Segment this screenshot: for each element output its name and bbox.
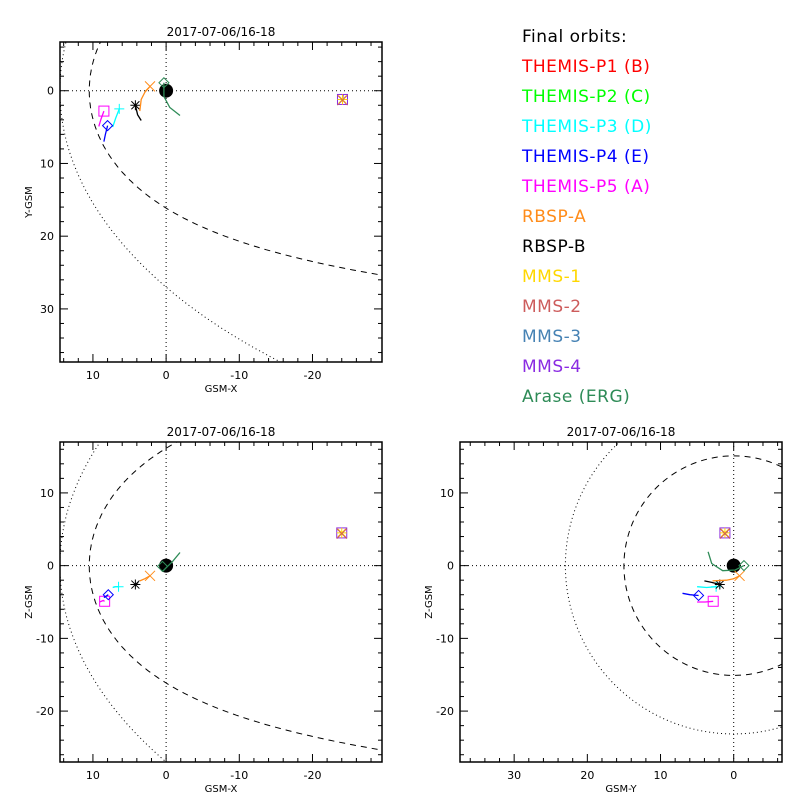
y-tick-label: 10: [40, 487, 54, 500]
x-tick-label: 20: [580, 769, 594, 782]
final-position-mms2: [337, 94, 348, 106]
final-position-mms2: [719, 528, 731, 539]
final-position-rbspa: [734, 570, 745, 582]
orbit-track-rbspb: [134, 105, 142, 121]
y-axis-label: Z-GSM: [424, 585, 435, 618]
x-tick-label: -20: [303, 769, 321, 782]
x-tick-label: 10: [86, 369, 100, 382]
y-tick-label: -10: [36, 632, 54, 645]
final-position-p4: [101, 119, 114, 132]
final-position-mms1: [719, 527, 730, 538]
final-position-rbspb: [130, 100, 141, 111]
legend-item-rbspb: RBSP-B: [522, 237, 587, 257]
x-axis-label: GSM-X: [205, 384, 238, 395]
final-position-arase: [156, 560, 169, 573]
orbit-track-p4: [103, 125, 109, 142]
legend-item-mms4: MMS-4: [522, 357, 582, 377]
y-tick-label: 10: [40, 157, 54, 170]
legend-item-p2: THEMIS-P2 (C): [522, 87, 651, 107]
legend-item-arase: Arase (ERG): [522, 387, 631, 407]
plot-yz-plane: 2017-07-06/16-18 GSM-Y Z-GSM 30 20 10 0 10 0 -…: [424, 425, 783, 795]
orbit-track-p3: [112, 108, 120, 128]
orbit-track-p4: [682, 592, 699, 597]
plot-xz-plane: 2017-07-06/16-18 GSM-X Z-GSM 10 0 -10 -20 10…: [24, 425, 383, 795]
y-tick-label: -20: [36, 705, 54, 718]
orbit-track-rbspa: [712, 575, 740, 582]
orbit-track-arase: [163, 82, 181, 117]
plot-frame: [59, 41, 383, 363]
orbit-track-rbspb: [704, 580, 720, 586]
final-position-mms2: [336, 528, 348, 539]
orbit-track-p5: [98, 110, 105, 127]
y-tick-label: -10: [436, 632, 454, 645]
final-position-p4: [692, 589, 705, 602]
legend-item-mms1: MMS-1: [522, 267, 582, 287]
y-tick-label: 30: [40, 303, 54, 316]
y-tick-label: 0: [47, 560, 54, 573]
x-tick-label: 0: [163, 369, 170, 382]
plot-area: [60, 42, 382, 362]
x-tick-label: 10: [654, 769, 668, 782]
y-tick-label: -20: [436, 705, 454, 718]
orbit-track-p5: [697, 600, 714, 603]
orbit-track-p5: [99, 599, 105, 603]
magnetopause-boundary: [88, 42, 382, 276]
legend-title: Final orbits:: [522, 27, 628, 47]
y-tick-label: 0: [447, 560, 454, 573]
final-position-rbspa: [144, 570, 156, 582]
final-position-p5: [98, 105, 110, 117]
legend-item-mms2: MMS-2: [522, 297, 582, 317]
legend-item-p5: THEMIS-P5 (A): [522, 177, 651, 197]
final-position-arase: [738, 559, 750, 572]
x-axis-label: GSM-X: [205, 784, 238, 795]
legend-item-mms3: MMS-3: [522, 327, 582, 347]
bow-shock-boundary: [564, 442, 782, 735]
x-tick-label: -20: [303, 369, 321, 382]
plot-xy-plane: 2017-07-06/16-18 GSM-X Y-GSM 10 0 -10 -20 0 1…: [24, 25, 383, 395]
plot-area: [460, 442, 782, 762]
x-tick-label: -10: [230, 369, 248, 382]
orbit-track-p4: [103, 594, 109, 599]
final-position-rbspb: [714, 579, 725, 590]
y-tick-label: 10: [440, 487, 454, 500]
earth-marker: [159, 83, 174, 98]
final-position-p3: [114, 103, 125, 114]
x-axis-label: GSM-Y: [605, 784, 637, 795]
y-tick-label: 0: [47, 85, 54, 98]
final-position-p4: [102, 589, 115, 601]
orbit-track-rbspa: [139, 575, 151, 582]
x-tick-label: 0: [163, 769, 170, 782]
final-position-arase: [158, 77, 170, 89]
orbit-track-arase: [707, 551, 745, 572]
y-tick-label: 20: [40, 230, 54, 243]
orbit-track-rbspa: [139, 85, 151, 112]
final-position-p5: [707, 595, 719, 607]
x-tick-label: 0: [730, 769, 737, 782]
plot-area: [60, 442, 382, 762]
plot-title: 2017-07-06/16-18: [167, 25, 276, 39]
legend-item-p1: THEMIS-P1 (B): [522, 57, 651, 77]
plot-title: 2017-07-06/16-18: [567, 425, 676, 439]
magnetopause-boundary: [623, 455, 782, 676]
legend-item-p3: THEMIS-P3 (D): [522, 117, 652, 137]
final-position-rbspa: [144, 81, 156, 92]
x-tick-label: 30: [507, 769, 521, 782]
y-axis-label: Z-GSM: [24, 585, 35, 618]
final-position-mms1: [336, 527, 347, 538]
legend: Final orbits: THEMIS-P1 (B) THEMIS-P2 (C)…: [522, 22, 652, 412]
final-position-p3: [113, 581, 124, 592]
legend-item-rbspa: RBSP-A: [522, 207, 587, 227]
plot-frame: [459, 441, 783, 763]
magnetopause-boundary: [88, 442, 382, 751]
final-position-rbspb: [130, 579, 141, 590]
final-position-mms1: [337, 94, 348, 105]
x-tick-label: -10: [230, 769, 248, 782]
plot-title: 2017-07-06/16-18: [167, 425, 276, 439]
legend-item-p4: THEMIS-P4 (E): [522, 147, 650, 167]
plot-frame: [59, 441, 383, 763]
y-axis-label: Y-GSM: [24, 186, 35, 219]
x-tick-label: 10: [86, 769, 100, 782]
